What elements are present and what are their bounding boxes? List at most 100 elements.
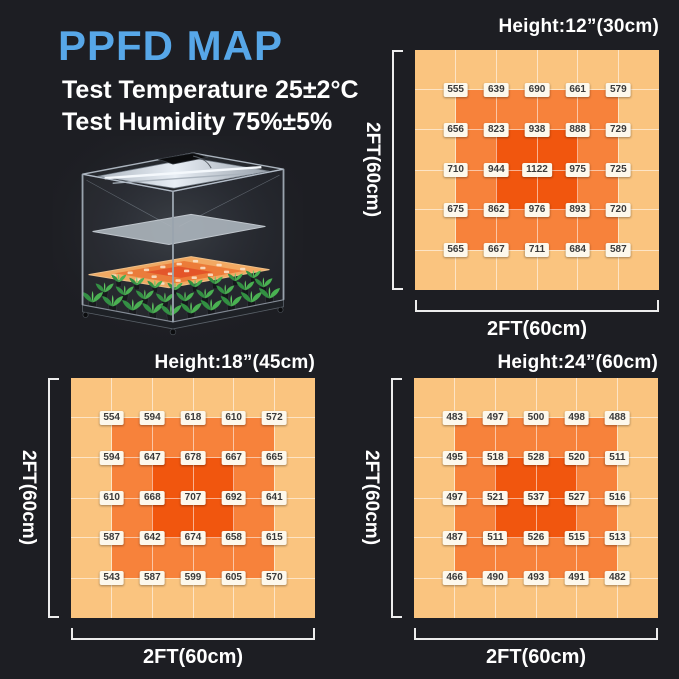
y-axis-bracket [48, 378, 59, 618]
ppfd-value: 658 [221, 530, 246, 545]
ppfd-value: 665 [261, 450, 287, 465]
ppfd-value: 684 [565, 243, 590, 257]
grow-cabinet-illustration [52, 136, 304, 342]
ppfd-value: 587 [99, 530, 124, 545]
ppfd-value: 520 [564, 450, 589, 465]
x-axis-label: 2FT(60cm) [486, 318, 588, 340]
y-axis-label: 2FT(60cm) [361, 450, 382, 546]
ppfd-value: 493 [523, 571, 549, 585]
heatmap-grid: 483 497 500 498 488 495 518 528 520 511 497 521 537 5… [414, 378, 658, 618]
ppfd-value: 661 [565, 82, 590, 97]
ppfd-map-height-12in: Height:12”(30cm) 2FT(60cm) 555 639 690 661 5… [353, 16, 663, 350]
ppfd-value: 518 [482, 450, 508, 465]
x-axis-label: 2FT(60cm) [142, 646, 244, 668]
driver-cable [192, 155, 212, 169]
ppfd-value: 615 [261, 530, 287, 545]
x-axis-bracket [414, 628, 658, 640]
x-axis-bracket [415, 300, 659, 312]
ppfd-value: 823 [483, 122, 509, 137]
ppfd-value: 976 [524, 202, 550, 217]
ppfd-value: 610 [221, 410, 246, 425]
map-title: Height:24”(60cm) [497, 352, 658, 373]
ppfd-value: 888 [565, 122, 590, 137]
ppfd-value: 498 [564, 410, 589, 425]
ppfd-value: 570 [261, 571, 287, 585]
ppfd-value: 483 [442, 410, 467, 425]
ppfd-value: 466 [442, 571, 467, 585]
ppfd-value: 543 [99, 571, 124, 585]
ppfd-value: 511 [605, 450, 630, 465]
ppfd-value: 675 [443, 202, 468, 217]
ppfd-value: 720 [605, 202, 631, 217]
map-title: Height:18”(45cm) [154, 352, 315, 373]
page-title: PPFD MAP [58, 22, 284, 69]
ppfd-value: 668 [139, 491, 165, 505]
ppfd-map-height-24in: Height:24”(60cm) 2FT(60cm) 483 497 500 498 4… [352, 344, 662, 678]
ppfd-value: 711 [524, 243, 550, 257]
ppfd-value: 667 [221, 450, 246, 465]
ppfd-value: 642 [139, 530, 165, 545]
acrylic-walls [81, 168, 285, 323]
ppfd-value: 528 [523, 450, 549, 465]
y-axis-label: 2FT(60cm) [18, 450, 39, 546]
ppfd-value: 656 [443, 122, 468, 137]
ppfd-value: 495 [442, 450, 467, 465]
x-axis-bracket [71, 628, 315, 640]
ppfd-value: 690 [524, 82, 550, 97]
ppfd-value: 641 [261, 491, 287, 505]
ppfd-value: 599 [180, 571, 206, 585]
ppfd-value: 527 [564, 491, 589, 505]
ppfd-value: 488 [604, 410, 630, 425]
ppfd-value: 511 [483, 530, 508, 545]
ppfd-value: 491 [564, 571, 589, 585]
ppfd-value: 515 [564, 530, 589, 545]
ppfd-value: 618 [180, 410, 206, 425]
ppfd-value: 587 [605, 243, 631, 257]
ppfd-value: 579 [605, 82, 631, 97]
ppfd-map-height-18in: Height:18”(45cm) 2FT(60cm) 554 594 618 610 5… [9, 344, 319, 678]
ppfd-value: 490 [482, 571, 508, 585]
ppfd-value: 594 [139, 410, 165, 425]
ppfd-value: 605 [221, 571, 246, 585]
ppfd-value: 497 [442, 491, 467, 505]
test-temperature-text: Test Temperature 25±2°C [62, 76, 359, 104]
ppfd-value: 667 [483, 243, 509, 257]
ppfd-value: 594 [99, 450, 124, 465]
y-axis-label: 2FT(60cm) [362, 122, 383, 218]
ppfd-value: 678 [180, 450, 206, 465]
ppfd-value: 587 [139, 571, 165, 585]
x-axis-label: 2FT(60cm) [485, 646, 587, 668]
diffuser-sheet [92, 213, 266, 246]
ppfd-value: 725 [605, 163, 631, 177]
heatmap-grid: 555 639 690 661 579 656 823 938 888 729 710 944 1122… [415, 50, 659, 290]
ppfd-value: 555 [443, 82, 468, 97]
ppfd-value: 975 [565, 163, 590, 177]
y-axis-bracket [391, 378, 402, 618]
led-driver-box [157, 152, 209, 165]
ppfd-value: 500 [523, 410, 549, 425]
ppfd-value: 537 [523, 491, 549, 505]
ppfd-value: 516 [604, 491, 630, 505]
ppfd-value: 639 [483, 82, 509, 97]
heatmap-grid: 554 594 618 610 572 594 647 678 667 665 610 668 707 6… [71, 378, 315, 618]
ppfd-value: 554 [99, 410, 124, 425]
ppfd-value: 647 [139, 450, 165, 465]
ppfd-value: 692 [221, 491, 246, 505]
map-title: Height:12”(30cm) [498, 16, 659, 37]
ppfd-value: 944 [483, 163, 509, 177]
test-humidity-text: Test Humidity 75%±5% [62, 108, 333, 136]
y-axis-bracket [392, 50, 403, 290]
ppfd-value: 610 [99, 491, 124, 505]
ppfd-value: 497 [482, 410, 508, 425]
ppfd-value: 521 [482, 491, 508, 505]
ppfd-value: 893 [565, 202, 590, 217]
ppfd-value: 1122 [522, 163, 552, 177]
ppfd-value: 482 [604, 571, 630, 585]
ppfd-value: 938 [524, 122, 550, 137]
ppfd-value: 707 [180, 491, 206, 505]
ppfd-value: 526 [523, 530, 549, 545]
ppfd-value: 862 [483, 202, 509, 217]
ppfd-value: 710 [443, 163, 468, 177]
ppfd-value: 513 [604, 530, 630, 545]
